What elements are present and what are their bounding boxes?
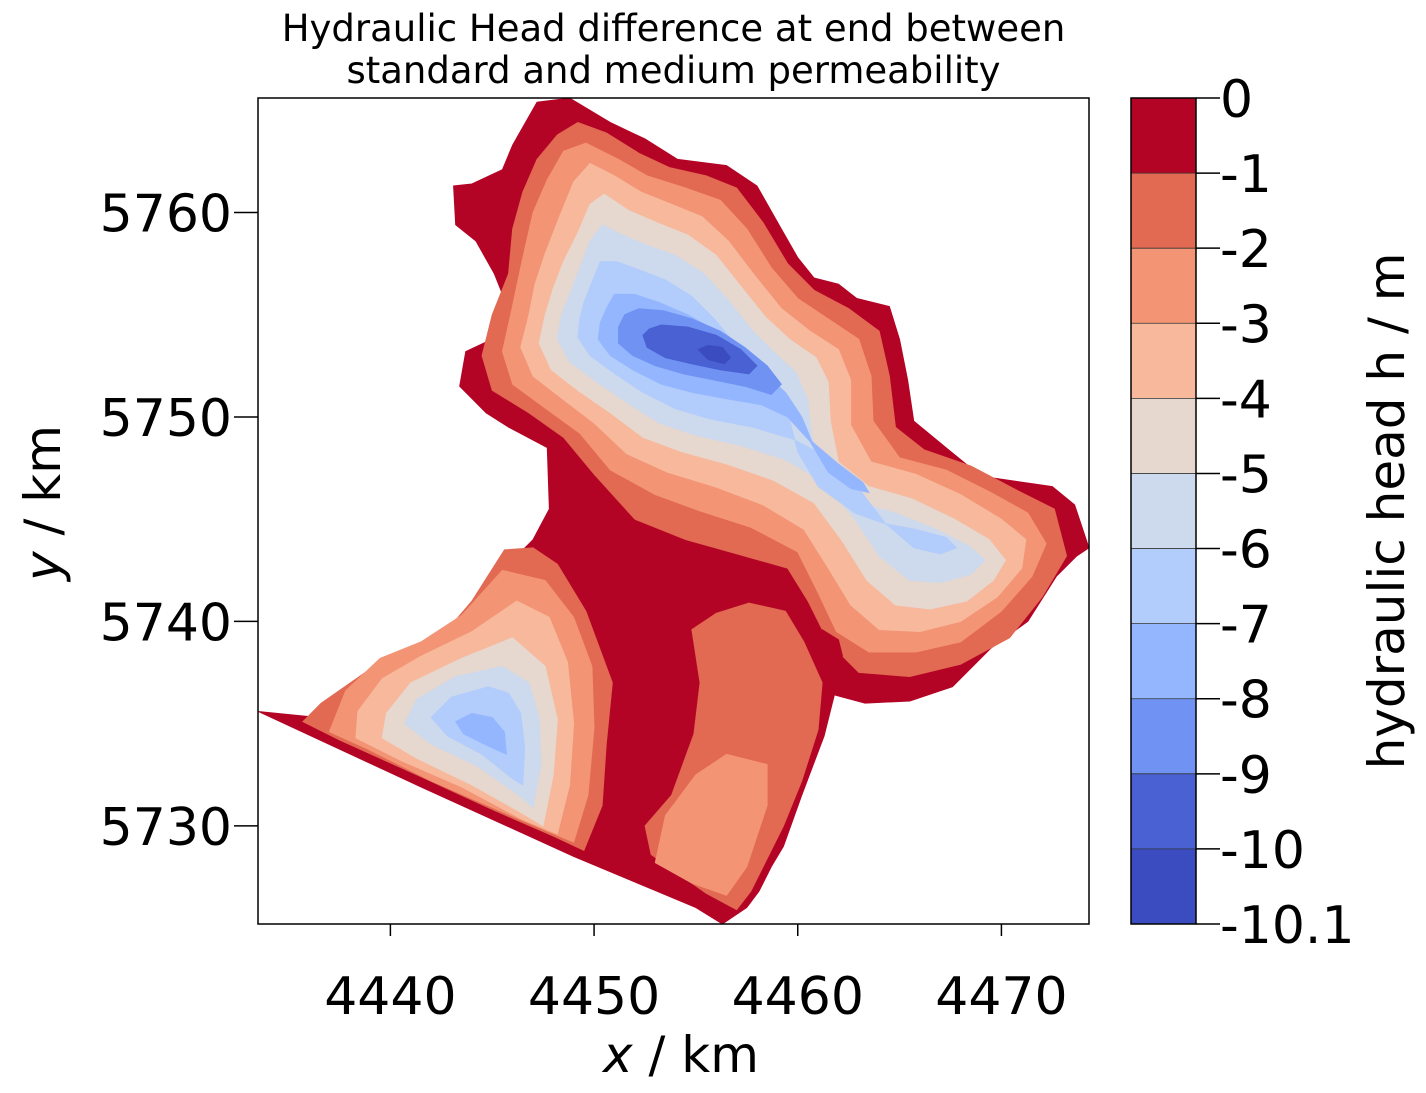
plot-area-frame (257, 97, 1090, 925)
x-axis-label: x / km (601, 1026, 759, 1084)
colorbar-band-5 (1131, 473, 1196, 550)
colorbar-band-2 (1131, 248, 1196, 324)
x-tick-label-0: 4440 (324, 967, 456, 1027)
colorbar-band-0 (1131, 98, 1196, 174)
x-axis-ticks: 4440 4450 4460 4470 (324, 924, 1068, 1027)
colorbar-band-1 (1131, 173, 1196, 249)
chart-title-line-1: Hydraulic Head difference at end between (281, 7, 1066, 50)
colorbar: 0 -1 -2 -3 -4 -5 -6 -7 -8 -9 -10 -10.1 (1130, 70, 1355, 956)
colorbar-band-8 (1131, 698, 1196, 775)
y-axis-ticks: 5730 5740 5750 5760 (100, 184, 258, 858)
colorbar-frame (1130, 97, 1197, 925)
colorbar-tick-label-1: -1 (1220, 145, 1272, 205)
colorbar-tick-label-10: -10 (1220, 821, 1305, 881)
colorbar-tick-label-6: -6 (1220, 521, 1272, 581)
colorbar-band-10 (1131, 848, 1196, 925)
colorbar-tick-label-7: -7 (1220, 596, 1272, 656)
y-tick-label-2: 5750 (100, 389, 232, 449)
x-tick-label-1: 4450 (528, 967, 660, 1027)
x-tick-label-2: 4460 (732, 967, 864, 1027)
colorbar-band-3 (1131, 323, 1196, 399)
colorbar-tick-label-9: -9 (1220, 746, 1272, 806)
colorbar-tick-label-4: -4 (1220, 370, 1272, 430)
contour-region-5 (654, 753, 768, 896)
contour-region-19 (697, 344, 732, 365)
colorbar-label: hydraulic head h / m (1358, 253, 1416, 770)
contour-region-15 (455, 712, 507, 755)
colorbar-band-4 (1131, 398, 1196, 474)
y-tick-label-3: 5760 (100, 184, 232, 244)
y-tick-label-1: 5740 (100, 593, 232, 653)
colorbar-tick-label-8: -8 (1220, 671, 1272, 731)
y-axis-label: y / km (14, 425, 72, 583)
x-tick-label-3: 4470 (935, 967, 1067, 1027)
colorbar-tick-label-11: -10.1 (1220, 896, 1355, 956)
colorbar-band-9 (1131, 773, 1196, 850)
y-tick-label-0: 5730 (100, 798, 232, 858)
contour-region-21 (764, 643, 776, 666)
colorbar-tick-label-2: -2 (1220, 220, 1272, 280)
x-axis-label-unit: / km (633, 1026, 759, 1084)
chart-title-line-2: standard and medium permeability (346, 49, 1001, 92)
colorbar-tick-label-3: -3 (1220, 295, 1272, 355)
colorbar-band-6 (1131, 548, 1196, 625)
colorbar-band-7 (1131, 623, 1196, 700)
y-axis-label-var: y (14, 550, 72, 583)
contour-regions (257, 97, 1090, 925)
contour-region-20 (807, 629, 844, 665)
colorbar-tick-label-0: 0 (1220, 70, 1253, 130)
colorbar-tick-label-5: -5 (1220, 445, 1272, 505)
x-axis-label-var: x (601, 1026, 633, 1084)
y-axis-label-unit: / km (14, 425, 72, 551)
chart-title: Hydraulic Head difference at end between… (258, 8, 1089, 92)
